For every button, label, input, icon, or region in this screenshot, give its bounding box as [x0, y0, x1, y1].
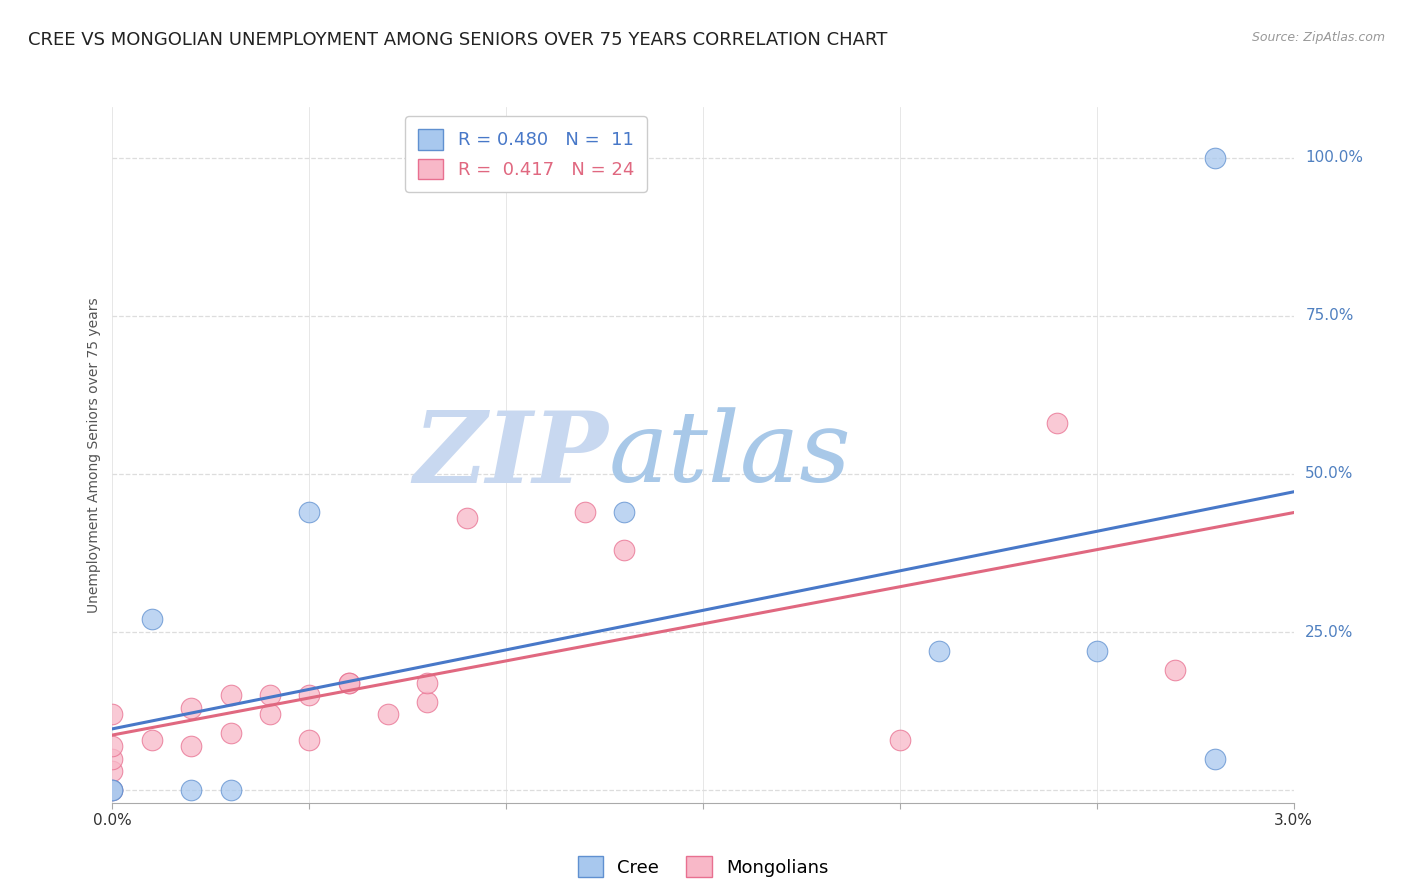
Text: atlas: atlas [609, 408, 851, 502]
Point [101, 783, 124, 797]
Point [101, 751, 124, 765]
Point [613, 542, 636, 557]
Point [416, 675, 439, 690]
Point [456, 511, 478, 525]
Point [337, 675, 360, 690]
Point [219, 726, 242, 740]
Point [180, 701, 202, 715]
Point [259, 707, 281, 722]
Point [377, 707, 399, 722]
Y-axis label: Unemployment Among Seniors over 75 years: Unemployment Among Seniors over 75 years [87, 297, 101, 613]
Point [928, 644, 950, 658]
Point [1164, 663, 1187, 677]
Point [298, 505, 321, 519]
Point [1046, 417, 1069, 431]
Point [259, 688, 281, 702]
Point [298, 732, 321, 747]
Point [889, 732, 911, 747]
Point [613, 505, 636, 519]
Point [1085, 644, 1108, 658]
Point [298, 688, 321, 702]
Point [101, 783, 124, 797]
Text: 75.0%: 75.0% [1305, 309, 1354, 323]
Point [416, 695, 439, 709]
Point [141, 612, 163, 626]
Point [180, 783, 202, 797]
Text: 100.0%: 100.0% [1305, 150, 1364, 165]
Point [219, 783, 242, 797]
Point [1204, 151, 1226, 165]
Point [219, 688, 242, 702]
Point [101, 707, 124, 722]
Point [180, 739, 202, 753]
Point [574, 505, 596, 519]
Point [101, 739, 124, 753]
Point [1204, 751, 1226, 765]
Text: CREE VS MONGOLIAN UNEMPLOYMENT AMONG SENIORS OVER 75 YEARS CORRELATION CHART: CREE VS MONGOLIAN UNEMPLOYMENT AMONG SEN… [28, 31, 887, 49]
Legend: Cree, Mongolians: Cree, Mongolians [571, 849, 835, 884]
Point [141, 732, 163, 747]
Text: Source: ZipAtlas.com: Source: ZipAtlas.com [1251, 31, 1385, 45]
Text: ZIP: ZIP [413, 407, 609, 503]
Text: 25.0%: 25.0% [1305, 624, 1354, 640]
Text: 50.0%: 50.0% [1305, 467, 1354, 482]
Point [101, 783, 124, 797]
Point [101, 764, 124, 779]
Point [337, 675, 360, 690]
